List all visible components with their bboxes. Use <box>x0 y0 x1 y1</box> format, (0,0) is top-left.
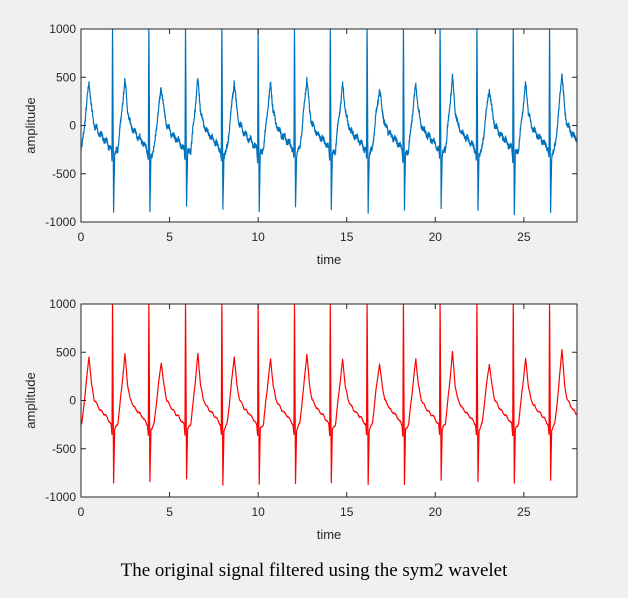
y-tick-label: -1000 <box>45 215 76 229</box>
x-tick-label: 15 <box>340 505 354 519</box>
x-tick-label: 5 <box>166 230 173 244</box>
x-tick-label: 10 <box>251 505 265 519</box>
x-tick-label: 10 <box>251 230 265 244</box>
subplot-2: 0 5 10 15 20 25 -1000 -500 0 500 1000 time amplitude <box>23 297 578 542</box>
y-axis-label: amplitude <box>23 372 38 428</box>
y-tick-label: 500 <box>56 345 76 359</box>
x-axis-label: time <box>317 527 342 542</box>
y-axis-label: amplitude <box>23 97 38 153</box>
y-tick-label: 0 <box>69 119 76 133</box>
signal-line <box>81 29 577 216</box>
y-tick-label: 1000 <box>49 22 76 36</box>
signal-line <box>81 304 577 486</box>
x-tick-label: 25 <box>517 505 531 519</box>
x-tick-label: 15 <box>340 230 354 244</box>
x-tick-label: 20 <box>429 505 443 519</box>
plot-area <box>81 304 577 497</box>
y-tick-label: 0 <box>69 394 76 408</box>
x-axis-label: time <box>317 252 342 267</box>
y-tick-label: 1000 <box>49 297 76 311</box>
x-tick-label: 20 <box>429 230 443 244</box>
y-tick-label: 500 <box>56 70 76 84</box>
y-tick-label: -1000 <box>45 490 76 504</box>
y-tick-label: -500 <box>52 167 76 181</box>
plot-area <box>81 29 577 222</box>
y-tick-label: -500 <box>52 442 76 456</box>
x-tick-label: 25 <box>517 230 531 244</box>
x-tick-label: 0 <box>78 230 85 244</box>
x-tick-label: 0 <box>78 505 85 519</box>
figure-caption: The original signal filtered using the s… <box>120 560 508 581</box>
x-tick-label: 5 <box>166 505 173 519</box>
subplot-1: 0 5 10 15 20 25 -1000 -500 0 500 1000 time amplitude <box>23 22 578 267</box>
